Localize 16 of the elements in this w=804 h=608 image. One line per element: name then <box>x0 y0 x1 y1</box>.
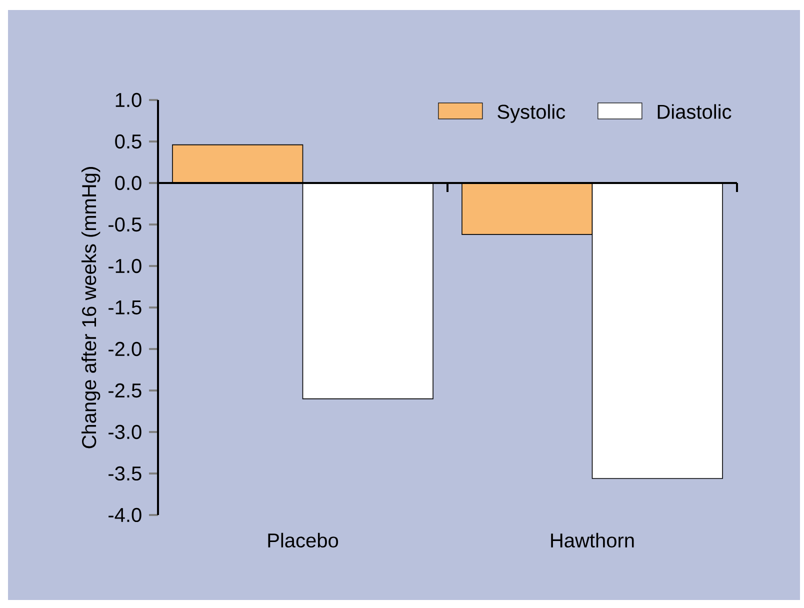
x-tick-label: Placebo <box>268 532 338 548</box>
legend-label: Diastolic <box>658 104 732 119</box>
y-tick-label: -0.5 <box>108 217 142 232</box>
y-tick-label: -4.0 <box>108 508 142 522</box>
y-tick-label: -1.0 <box>108 258 142 274</box>
y-tick-label: 1.0 <box>116 92 142 108</box>
legend-label: Systolic <box>498 104 566 123</box>
y-tick-label: -3.5 <box>108 466 142 481</box>
y-tick-label: -2.5 <box>108 383 142 398</box>
x-tick-label: Hawthorn <box>551 532 634 548</box>
y-tick-label: 0.0 <box>115 176 142 190</box>
y-axis-title: Change after 16 weeks (mmHg) <box>82 167 100 448</box>
y-tick-label: -1.5 <box>108 300 142 314</box>
y-tick-label: -3.0 <box>108 424 142 440</box>
y-tick-label: -2.0 <box>108 342 142 356</box>
y-tick-label: 0.5 <box>115 134 142 149</box>
